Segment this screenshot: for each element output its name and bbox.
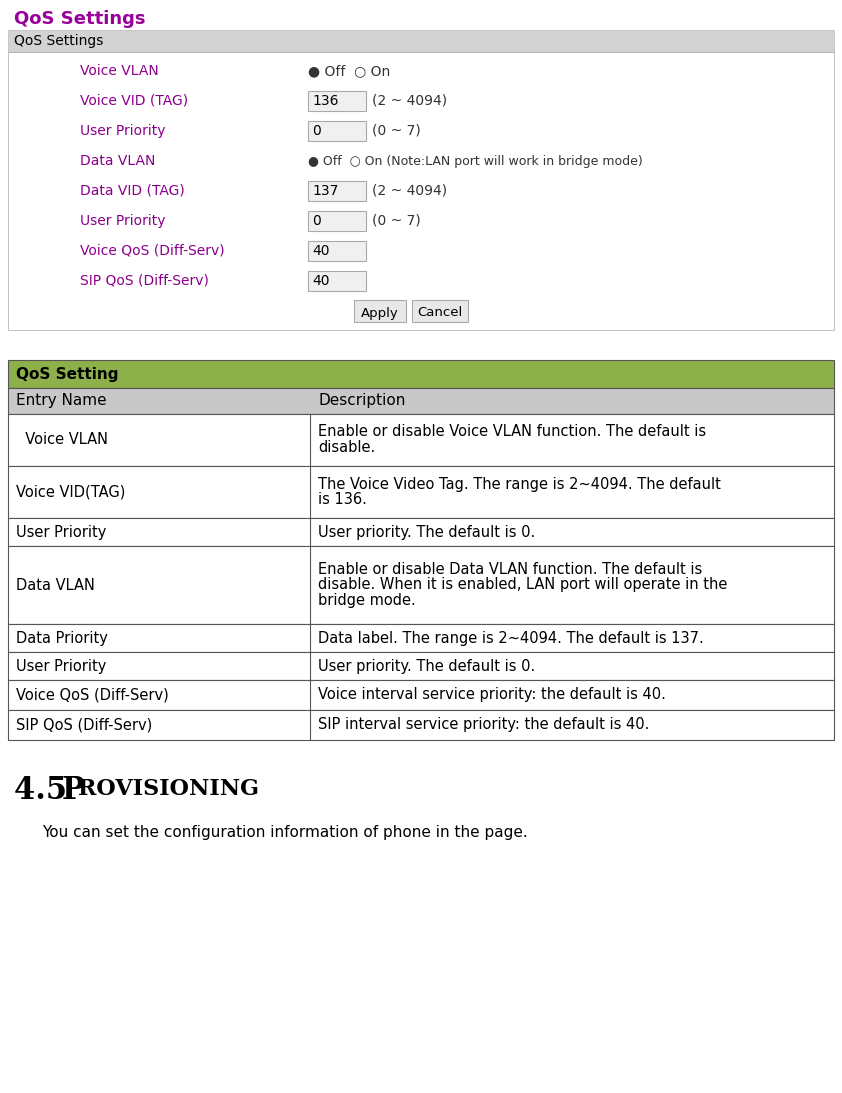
Text: Voice QoS (Diff-Serv): Voice QoS (Diff-Serv) [80, 244, 225, 258]
FancyBboxPatch shape [308, 211, 366, 231]
Text: (2 ~ 4094): (2 ~ 4094) [372, 184, 447, 198]
Text: 136: 136 [312, 94, 338, 108]
Text: bridge mode.: bridge mode. [318, 593, 416, 609]
FancyBboxPatch shape [8, 30, 834, 52]
FancyBboxPatch shape [8, 653, 834, 680]
FancyBboxPatch shape [8, 680, 834, 710]
Text: Entry Name: Entry Name [16, 393, 107, 409]
FancyBboxPatch shape [8, 360, 834, 388]
Text: User priority. The default is 0.: User priority. The default is 0. [318, 525, 536, 540]
Text: ROVISIONING: ROVISIONING [78, 778, 259, 800]
Text: 0: 0 [312, 124, 321, 138]
Text: User Priority: User Priority [80, 214, 166, 228]
Text: (2 ~ 4094): (2 ~ 4094) [372, 94, 447, 108]
Text: Voice VID (TAG): Voice VID (TAG) [80, 94, 188, 108]
Text: Description: Description [318, 393, 405, 409]
FancyBboxPatch shape [8, 518, 834, 546]
Text: Cancel: Cancel [418, 306, 462, 319]
Text: Data label. The range is 2~4094. The default is 137.: Data label. The range is 2~4094. The def… [318, 631, 704, 646]
Text: SIP QoS (Diff-Serv): SIP QoS (Diff-Serv) [16, 717, 152, 732]
Text: Data VLAN: Data VLAN [16, 577, 95, 592]
Text: (0 ~ 7): (0 ~ 7) [372, 124, 421, 138]
Text: 137: 137 [312, 184, 338, 198]
Text: Data VLAN: Data VLAN [80, 154, 156, 168]
Text: Enable or disable Voice VLAN function. The default is: Enable or disable Voice VLAN function. T… [318, 424, 706, 439]
Text: ● Off  ○ On (Note:LAN port will work in bridge mode): ● Off ○ On (Note:LAN port will work in b… [308, 154, 642, 167]
Text: P: P [62, 775, 85, 806]
Text: Apply: Apply [361, 306, 399, 319]
Text: SIP interval service priority: the default is 40.: SIP interval service priority: the defau… [318, 717, 649, 732]
Text: 40: 40 [312, 244, 329, 258]
Text: Voice VLAN: Voice VLAN [80, 64, 159, 78]
Text: 0: 0 [312, 214, 321, 228]
Text: Voice interval service priority: the default is 40.: Voice interval service priority: the def… [318, 687, 666, 703]
Text: User priority. The default is 0.: User priority. The default is 0. [318, 658, 536, 673]
Text: ● Off  ○ On: ● Off ○ On [308, 64, 390, 78]
Text: SIP QoS (Diff-Serv): SIP QoS (Diff-Serv) [80, 274, 209, 287]
FancyBboxPatch shape [8, 624, 834, 653]
Text: QoS Settings: QoS Settings [14, 34, 104, 48]
Text: User Priority: User Priority [16, 525, 106, 540]
Text: disable.: disable. [318, 440, 376, 456]
Text: Voice VID(TAG): Voice VID(TAG) [16, 484, 125, 500]
FancyBboxPatch shape [8, 414, 834, 466]
FancyBboxPatch shape [8, 710, 834, 740]
FancyBboxPatch shape [8, 466, 834, 518]
Text: User Priority: User Priority [16, 658, 106, 673]
FancyBboxPatch shape [308, 181, 366, 201]
Text: Data Priority: Data Priority [16, 631, 108, 646]
FancyBboxPatch shape [308, 271, 366, 291]
Text: Voice QoS (Diff-Serv): Voice QoS (Diff-Serv) [16, 687, 168, 703]
Text: The Voice Video Tag. The range is 2~4094. The default: The Voice Video Tag. The range is 2~4094… [318, 477, 721, 492]
Text: (0 ~ 7): (0 ~ 7) [372, 214, 421, 228]
Text: QoS Setting: QoS Setting [16, 366, 119, 381]
Text: is 136.: is 136. [318, 493, 367, 507]
FancyBboxPatch shape [308, 121, 366, 141]
FancyBboxPatch shape [308, 240, 366, 261]
FancyBboxPatch shape [354, 299, 406, 322]
Text: Voice VLAN: Voice VLAN [16, 433, 108, 447]
Text: 40: 40 [312, 274, 329, 287]
Text: You can set the configuration information of phone in the page.: You can set the configuration informatio… [42, 825, 528, 841]
Text: QoS Settings: QoS Settings [14, 10, 146, 28]
Text: 4.5: 4.5 [14, 775, 73, 806]
Text: disable. When it is enabled, LAN port will operate in the: disable. When it is enabled, LAN port wi… [318, 577, 727, 592]
Text: Enable or disable Data VLAN function. The default is: Enable or disable Data VLAN function. Th… [318, 562, 702, 576]
Text: User Priority: User Priority [80, 124, 166, 138]
FancyBboxPatch shape [308, 91, 366, 111]
FancyBboxPatch shape [412, 299, 468, 322]
FancyBboxPatch shape [8, 388, 834, 414]
Text: Data VID (TAG): Data VID (TAG) [80, 184, 184, 198]
FancyBboxPatch shape [8, 546, 834, 624]
